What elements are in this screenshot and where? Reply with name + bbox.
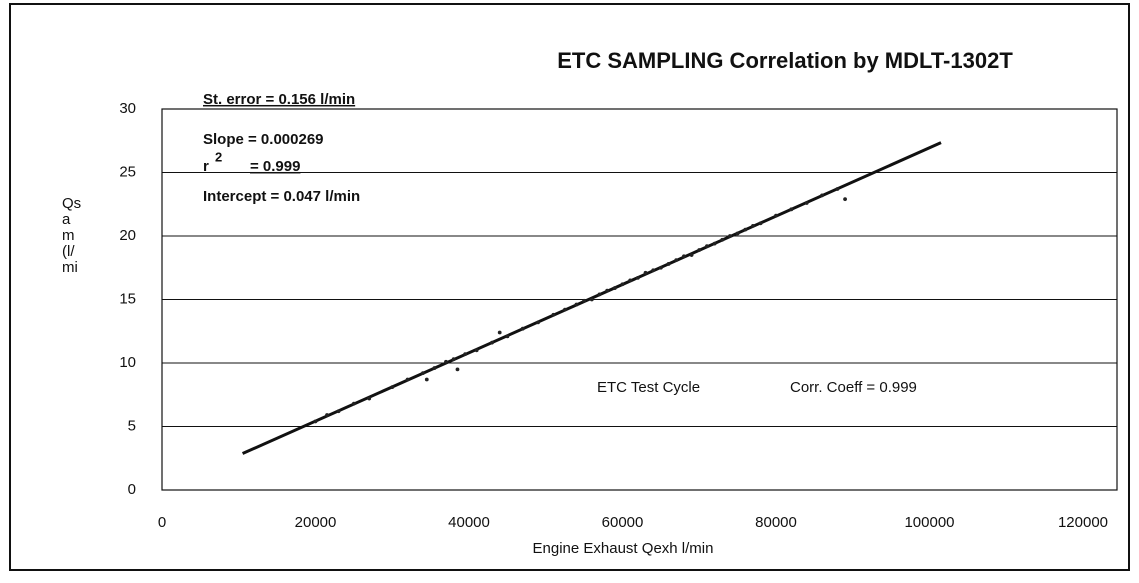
x-tick-label: 120000 [1058, 514, 1108, 531]
annotation: r [203, 158, 209, 175]
annotation: = 0.999 [250, 158, 300, 175]
data-point [820, 193, 824, 198]
data-point [728, 234, 732, 238]
data-point [720, 237, 725, 242]
data-point [628, 278, 633, 283]
x-tick-label: 100000 [904, 514, 954, 531]
annotation: St. error = 0.156 l/min [203, 91, 355, 108]
outer-frame [9, 3, 1130, 571]
data-point [455, 367, 460, 372]
data-point [735, 231, 740, 236]
data-point [451, 357, 456, 362]
data-point [705, 244, 709, 249]
data-point [789, 207, 794, 212]
data-point [497, 330, 502, 335]
data-point [643, 270, 648, 275]
annotation: Corr. Coeff = 0.999 [790, 379, 917, 396]
data-point [758, 221, 763, 226]
y-tick-label: 5 [128, 417, 136, 434]
data-point [351, 401, 356, 406]
y-axis-label: m [62, 227, 75, 244]
data-point [505, 334, 510, 339]
data-point [490, 340, 494, 345]
data-point [313, 419, 318, 424]
x-tick-label: 0 [158, 514, 166, 531]
data-point [751, 223, 755, 228]
data-point [697, 248, 702, 252]
y-tick-label: 15 [119, 290, 136, 307]
data-point [605, 288, 610, 293]
data-point [743, 227, 748, 232]
data-point [474, 348, 479, 353]
data-point [421, 371, 425, 376]
x-tick-label: 80000 [755, 514, 797, 531]
y-tick-label: 10 [119, 354, 136, 371]
chart-title: ETC SAMPLING Correlation by MDLT-1302T [557, 48, 1013, 73]
data-point [390, 385, 395, 390]
data-point [551, 312, 556, 317]
data-point [582, 298, 587, 303]
data-point [597, 292, 602, 297]
data-point [589, 297, 594, 302]
data-point [463, 352, 468, 357]
data-point [666, 262, 671, 266]
annotation: ETC Test Cycle [597, 379, 700, 396]
data-point [635, 276, 640, 280]
y-axis-label: (l/ [62, 243, 75, 260]
annotation: Intercept = 0.047 l/min [203, 188, 360, 205]
x-tick-label: 40000 [448, 514, 490, 531]
x-axis-label: Engine Exhaust Qexh l/min [533, 540, 714, 557]
y-tick-label: 0 [128, 481, 136, 498]
data-point [674, 258, 679, 263]
x-tick-label: 20000 [295, 514, 337, 531]
y-axis-label: mi [62, 259, 78, 276]
data-point [689, 253, 694, 257]
data-point [804, 201, 809, 205]
y-axis-label: Qs [62, 195, 81, 212]
y-tick-label: 25 [119, 163, 136, 180]
data-point [563, 307, 567, 312]
data-point [658, 265, 663, 270]
y-tick-label: 20 [119, 227, 136, 244]
data-point [325, 413, 329, 417]
data-point [336, 409, 341, 414]
data-point [712, 241, 717, 246]
data-point [774, 213, 778, 218]
data-point [536, 320, 540, 325]
data-point [520, 326, 525, 331]
data-point [432, 366, 437, 370]
y-tick-label: 30 [119, 100, 136, 117]
data-point [620, 282, 625, 287]
data-point [574, 302, 579, 307]
data-point [405, 377, 410, 382]
data-point [424, 377, 429, 382]
data-point [682, 254, 686, 259]
data-point [612, 286, 617, 290]
x-tick-label: 60000 [602, 514, 644, 531]
data-point [444, 359, 448, 364]
annotation: 2 [215, 149, 222, 164]
data-point [651, 268, 656, 273]
y-axis-label: a [62, 211, 71, 228]
data-point [835, 187, 840, 191]
data-point [843, 197, 847, 202]
data-point [367, 396, 372, 401]
annotation: Slope = 0.000269 [203, 131, 324, 148]
